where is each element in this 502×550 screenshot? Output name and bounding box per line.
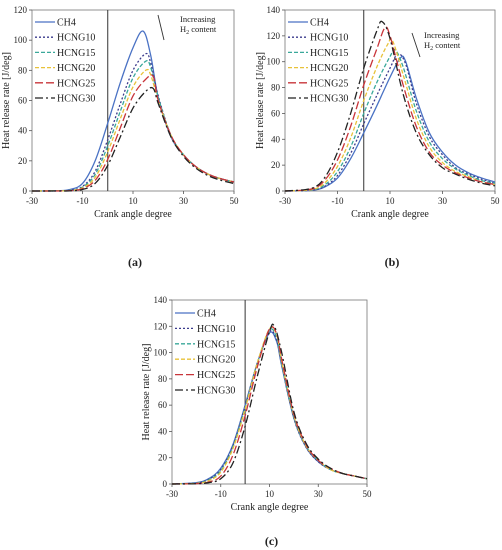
legend-label: HCNG15 xyxy=(197,339,235,350)
series-line-hcng25 xyxy=(171,326,368,485)
legend: CH4 HCNG10 HCNG15 HCNG20 HCNG25 HCNG30 xyxy=(175,309,235,397)
series-line-hcng15 xyxy=(171,328,368,485)
x-tick-label: -30 xyxy=(279,196,291,206)
legend-label: HCNG20 xyxy=(57,63,95,74)
chart-panel-0: -30 -10 10 30 50 0 20 40 60 80 100 120 Crank angle d… xyxy=(1,5,239,269)
y-tick-label: 40 xyxy=(271,134,281,144)
x-tick-label: 50 xyxy=(491,196,501,206)
y-tick-label: 60 xyxy=(18,96,28,106)
x-tick-label: 50 xyxy=(230,196,240,206)
legend-label: HCNG15 xyxy=(310,48,348,59)
y-axis-label: Heat release rate [J/deg] xyxy=(1,52,12,149)
annotation-text-line2: H2 content xyxy=(424,40,461,52)
legend: CH4 HCNG10 HCNG15 HCNG20 HCNG25 HCNG30 xyxy=(288,18,348,105)
y-tick-label: 100 xyxy=(267,57,281,67)
chart-panel-2: -30 -10 10 30 50 0 20 40 60 80 100 120 140 Crank angl… xyxy=(141,295,372,548)
annotation-text-line1: Increasing xyxy=(424,30,460,40)
y-tick-label: 120 xyxy=(154,321,168,331)
x-tick-label: 30 xyxy=(438,196,448,206)
x-tick-label: -10 xyxy=(215,489,227,499)
y-tick-label: 80 xyxy=(158,374,168,384)
legend-label: HCNG30 xyxy=(57,94,95,105)
panel-label: (a) xyxy=(128,255,142,269)
legend: CH4 HCNG10 HCNG15 HCNG20 HCNG25 HCNG30 xyxy=(35,18,95,105)
legend-label: HCNG30 xyxy=(197,386,235,397)
series-line-hcng30 xyxy=(284,20,496,192)
legend-label: HCNG10 xyxy=(310,33,348,44)
y-tick-label: 140 xyxy=(154,295,168,305)
y-tick-label: 60 xyxy=(271,108,281,118)
x-tick-label: 10 xyxy=(386,196,396,206)
x-tick-label: 30 xyxy=(179,196,189,206)
y-tick-label: 100 xyxy=(14,35,28,45)
series-line-hcng15 xyxy=(284,48,496,192)
y-axis-label: Heat release rate [J/deg] xyxy=(141,344,152,441)
y-tick-label: 0 xyxy=(163,479,168,489)
panel-label: (b) xyxy=(385,255,400,269)
y-tick-label: 40 xyxy=(158,426,168,436)
legend-label: CH4 xyxy=(197,309,216,320)
y-tick-label: 100 xyxy=(154,348,168,358)
legend-label: HCNG30 xyxy=(310,94,348,105)
y-tick-label: 40 xyxy=(18,126,28,136)
x-tick-label: -30 xyxy=(166,489,178,499)
y-axis-label: Heat release rate [J/deg] xyxy=(255,52,266,149)
x-tick-label: 50 xyxy=(363,489,373,499)
y-tick-label: 0 xyxy=(23,186,28,196)
series-line-ch4 xyxy=(284,55,496,192)
series-line-hcng30 xyxy=(31,86,235,192)
panel-label: (c) xyxy=(265,534,278,548)
series-line-hcng15 xyxy=(31,59,235,192)
x-tick-label: -30 xyxy=(26,196,38,206)
legend-label: HCNG25 xyxy=(310,78,348,89)
series-line-hcng25 xyxy=(284,26,496,192)
y-tick-label: 120 xyxy=(14,5,28,15)
y-tick-label: 120 xyxy=(267,31,281,41)
series-line-hcng25 xyxy=(31,74,235,192)
y-tick-label: 20 xyxy=(271,160,281,170)
y-tick-label: 60 xyxy=(158,400,168,410)
x-tick-label: -10 xyxy=(332,196,344,206)
annotation-text-line2: H2 content xyxy=(180,24,217,36)
annotation-text-line1: Increasing xyxy=(180,14,216,24)
x-tick-label: 10 xyxy=(129,196,139,206)
y-tick-label: 20 xyxy=(158,453,168,463)
legend-label: HCNG25 xyxy=(57,78,95,89)
x-axis-label: Crank angle degree xyxy=(94,209,172,220)
series-line-hcng20 xyxy=(171,326,368,485)
series-line-hcng10 xyxy=(171,329,368,485)
legend-label: HCNG10 xyxy=(197,324,235,335)
x-axis-label: Crank angle degree xyxy=(351,209,429,220)
y-tick-label: 80 xyxy=(271,83,281,93)
series-line-hcng20 xyxy=(284,38,496,192)
y-tick-label: 140 xyxy=(267,5,281,15)
x-axis-label: Crank angle degree xyxy=(231,502,309,513)
legend-label: CH4 xyxy=(57,18,76,29)
legend-label: HCNG20 xyxy=(310,63,348,74)
legend-label: HCNG20 xyxy=(197,355,235,366)
y-tick-label: 0 xyxy=(276,186,281,196)
y-tick-label: 80 xyxy=(18,65,28,75)
chart-panel-1: -30 -10 10 30 50 0 20 40 60 80 100 120 140 Crank angl… xyxy=(255,5,500,269)
legend-label: HCNG15 xyxy=(57,48,95,59)
annotation-arrow xyxy=(411,32,421,58)
x-tick-label: 30 xyxy=(314,489,324,499)
annotation-arrow xyxy=(157,14,165,41)
legend-label: HCNG10 xyxy=(57,33,95,44)
x-tick-label: 10 xyxy=(265,489,275,499)
x-tick-label: -10 xyxy=(77,196,89,206)
series-line-hcng20 xyxy=(31,68,235,192)
y-tick-label: 20 xyxy=(18,156,28,166)
legend-label: HCNG25 xyxy=(197,370,235,381)
legend-label: CH4 xyxy=(310,18,329,29)
